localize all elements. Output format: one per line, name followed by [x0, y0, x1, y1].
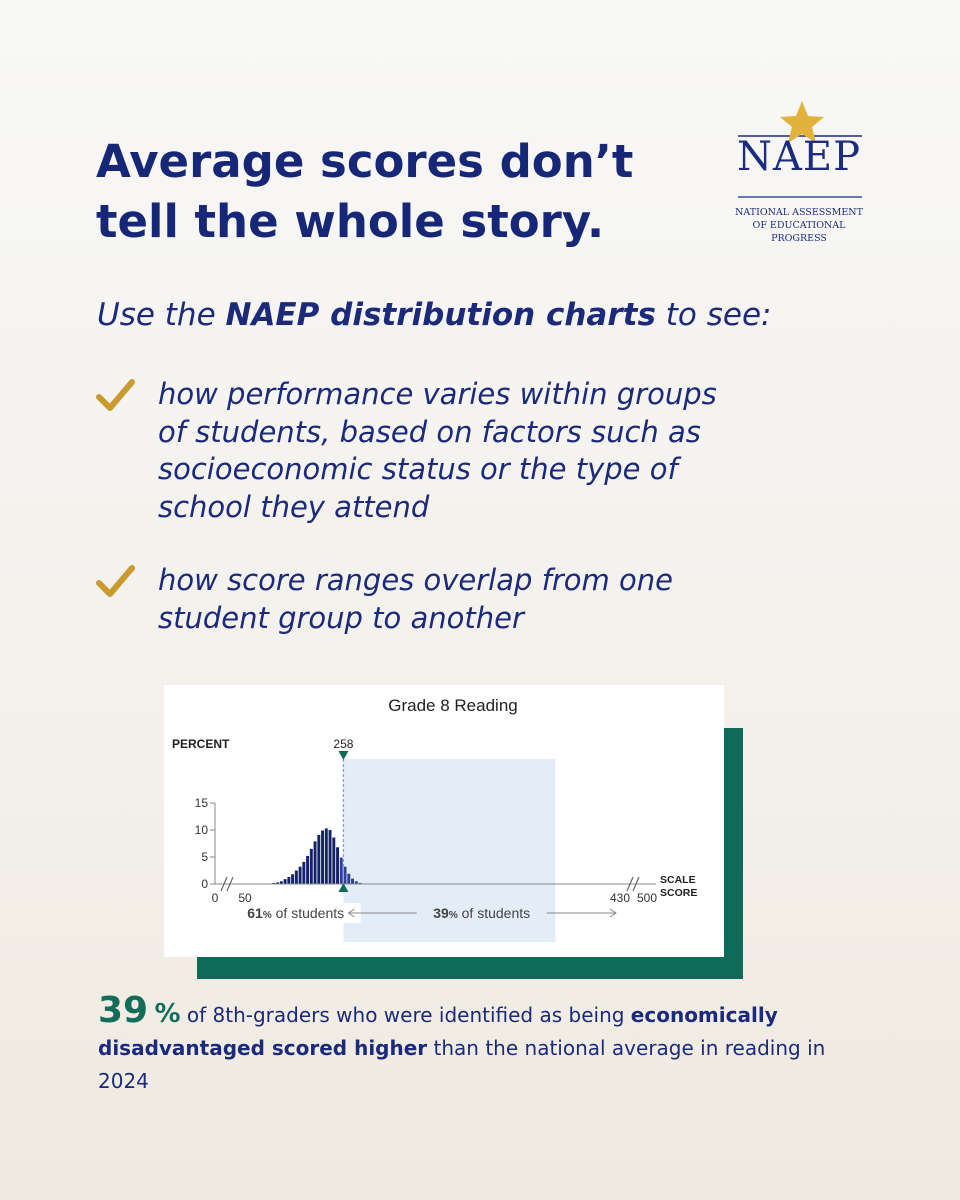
histogram-bar	[339, 857, 343, 884]
histogram-bar	[291, 874, 295, 884]
footnote-stat: 39	[98, 990, 149, 1031]
average-marker-label: 258	[333, 737, 353, 751]
axis-break	[632, 876, 640, 892]
logo-wordmark: NAEP	[737, 134, 861, 180]
naep-logo: NAEP NATIONAL ASSESSMENT OF EDUCATIONAL …	[734, 96, 864, 256]
histogram-bar	[343, 866, 347, 884]
histogram-bar	[302, 861, 306, 884]
bullet-text: how score ranges overlap from one studen…	[158, 563, 673, 635]
histogram-bar	[276, 882, 280, 884]
histogram-bar	[354, 881, 358, 884]
y-tick-label: 15	[195, 796, 209, 810]
histogram-bar	[272, 882, 276, 884]
headline-line-1: Average scores don’t	[96, 135, 634, 188]
logo-subtitle: NATIONAL ASSESSMENT OF EDUCATIONAL PROGR…	[735, 207, 863, 244]
histogram-bar	[324, 828, 328, 884]
x-axis: 0 50 430 500	[212, 876, 657, 905]
histogram-bar	[309, 848, 313, 884]
histogram-bar	[298, 866, 302, 884]
y-axis: 0 5 10 15	[195, 796, 216, 891]
distribution-chart: Grade 8 Reading PERCENT 0 5 10 15 0 50 430 500…	[172, 696, 697, 942]
naep-logo-graphic	[738, 101, 862, 198]
axis-break	[220, 876, 228, 892]
histogram-bar	[336, 847, 340, 884]
x-tick-label: 500	[637, 891, 657, 905]
intro-bold: NAEP distribution charts	[225, 297, 656, 333]
headline-line-2: tell the whole story.	[96, 195, 605, 248]
x-tick-label: 0	[212, 891, 219, 905]
histogram-bar	[358, 882, 362, 884]
intro-line: Use the NAEP distribution charts to see:	[97, 297, 772, 333]
average-marker: 258	[333, 737, 354, 892]
star-icon	[780, 101, 824, 143]
range-annotations: 61% of students 39% of students	[230, 903, 617, 923]
histogram-bar	[328, 830, 332, 884]
histogram-bar	[321, 830, 325, 884]
histogram-bar	[313, 841, 317, 884]
chart-title: Grade 8 Reading	[388, 696, 517, 715]
bullet-text: how performance varies within groups of …	[158, 377, 717, 524]
x-tick-label: 430	[610, 891, 630, 905]
x-tick-label: 50	[238, 891, 252, 905]
checkmark-icon	[96, 379, 135, 411]
range-label-bg	[230, 903, 361, 923]
range-above-label: 39% of students	[433, 905, 530, 921]
average-marker-bottom	[338, 883, 349, 892]
histogram-bar	[279, 881, 283, 884]
range-arrowhead-right	[609, 908, 617, 918]
axis-break	[226, 876, 234, 892]
headline: Average scores don’t tell the whole stor…	[96, 132, 716, 252]
average-marker-top	[338, 751, 349, 760]
checkmark-icon	[96, 565, 135, 597]
x-axis-label-line-2: SCORE	[660, 887, 697, 899]
bars	[268, 828, 381, 885]
histogram-bar	[294, 870, 298, 884]
range-label-bg	[416, 903, 547, 923]
histogram-bar	[317, 834, 321, 884]
footnote: 39 % of 8th-graders who were identified …	[98, 990, 826, 1094]
y-tick-label: 10	[195, 823, 209, 837]
axis-break	[626, 876, 634, 892]
histogram-bar	[332, 837, 336, 884]
range-arrowhead-left	[347, 908, 355, 918]
footnote-bold: economically disadvantaged scored higher	[98, 1003, 778, 1060]
histogram-bar	[351, 878, 355, 884]
histogram-bar	[306, 855, 310, 884]
range-below-label: 61% of students	[247, 905, 344, 921]
y-tick-label: 0	[201, 877, 208, 891]
x-axis-label-line-1: SCALE	[660, 874, 696, 886]
y-tick-label: 5	[201, 850, 208, 864]
histogram-bar	[287, 876, 291, 884]
histogram-bar	[347, 873, 351, 884]
y-axis-label: PERCENT	[172, 737, 230, 751]
footnote-pct: %	[154, 999, 181, 1029]
histogram-bar	[283, 879, 287, 884]
chart-card: Grade 8 Reading PERCENT 0 5 10 15 0 50 430 500…	[164, 685, 724, 957]
